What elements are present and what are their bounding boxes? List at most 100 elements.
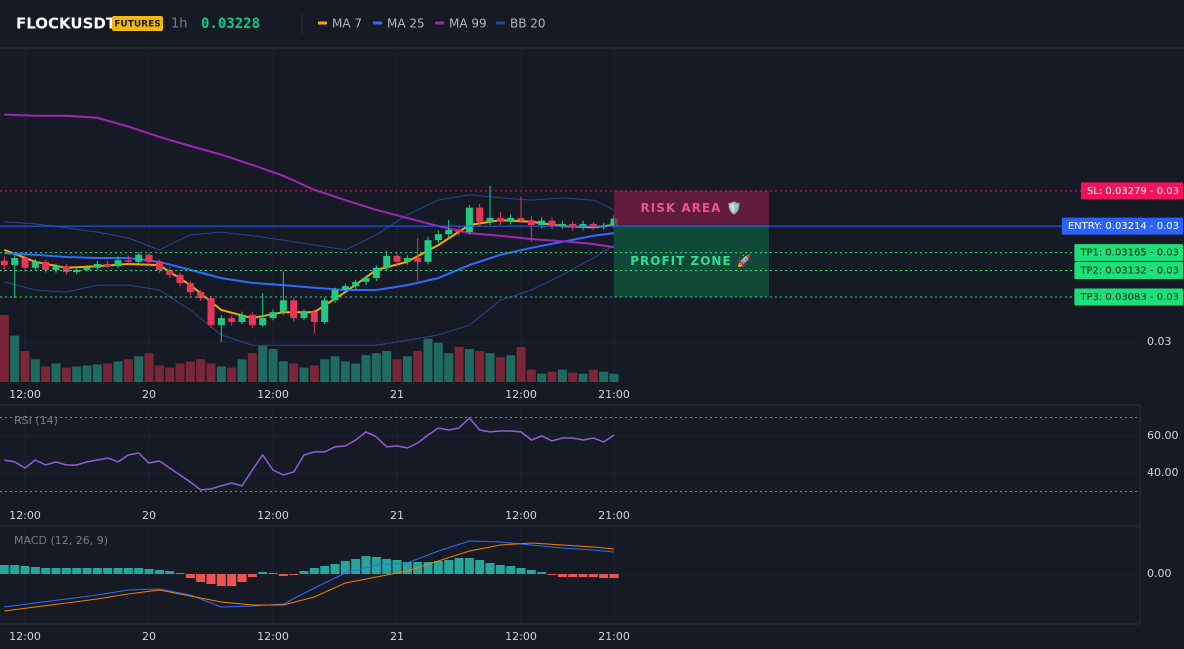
volume-bar [165, 367, 175, 382]
histogram-bar [92, 568, 102, 574]
histogram-bar [340, 561, 350, 574]
histogram-bar [299, 571, 309, 574]
histogram-bar [268, 573, 278, 574]
histogram-bar [557, 574, 567, 577]
x-tick-label: 21:00 [598, 630, 630, 643]
volume-bar [61, 367, 71, 382]
histogram-bar [196, 574, 206, 582]
candle-body [186, 282, 194, 293]
histogram-bar [227, 574, 237, 586]
volume-bar [237, 359, 247, 382]
moving-average [4, 232, 615, 291]
candle-body [279, 300, 287, 313]
candle-body [362, 278, 370, 282]
candle-body [135, 254, 143, 262]
histogram-bar [309, 568, 319, 574]
candle-body [104, 263, 112, 267]
volume-bar [299, 367, 309, 382]
volume-bar [516, 346, 526, 382]
candle-body [145, 254, 153, 262]
histogram-bar [464, 558, 474, 574]
histogram-bar [144, 569, 154, 574]
candle-body [124, 260, 132, 262]
histogram-bar [495, 565, 505, 574]
badge-bg [112, 16, 163, 31]
candle-body [238, 314, 246, 322]
volume-bar [258, 345, 268, 382]
histogram-bar [485, 563, 495, 574]
candle-body [331, 289, 339, 301]
volume-bar [30, 359, 40, 382]
volume-bar [41, 366, 51, 382]
volume-bar [402, 356, 412, 382]
volume-bar [72, 366, 82, 382]
volume-bar [475, 351, 485, 382]
candle-body [62, 266, 70, 273]
histogram-bar [609, 574, 619, 578]
histogram-bar [237, 574, 247, 582]
volume-bar [547, 371, 557, 382]
histogram-bar [247, 574, 257, 577]
volume-bar [464, 349, 474, 382]
level-label-bg [1074, 261, 1183, 279]
histogram-bar [526, 570, 536, 574]
level-label-bg [1074, 288, 1183, 306]
histogram-bar [578, 574, 588, 577]
histogram-bar [10, 565, 20, 574]
volume-bar [340, 361, 350, 382]
zone [614, 190, 770, 227]
level-label: TP1: 0.03165 - 0.03 [1079, 248, 1179, 259]
histogram-bar [330, 564, 340, 574]
candle-body [11, 258, 19, 266]
histogram-bar [41, 568, 51, 574]
histogram-bar [361, 556, 371, 574]
volume-bar [196, 359, 206, 382]
candle-body [424, 240, 432, 262]
volume-bar [413, 351, 423, 382]
level-label-bg [1074, 244, 1183, 262]
volume-bar [423, 338, 433, 382]
histogram-bar [165, 571, 175, 574]
volume-bar [371, 353, 381, 382]
histogram-bar [454, 558, 464, 574]
macd-line [4, 542, 615, 612]
histogram-bar [82, 568, 92, 574]
candle-body [434, 234, 442, 241]
y-tick-label: 0.03 [1147, 335, 1172, 348]
x-tick-label: 20 [142, 509, 156, 522]
volume-bar [175, 363, 185, 382]
histogram-bar [289, 574, 299, 575]
volume-bar [268, 349, 278, 382]
volume-bar [247, 353, 257, 382]
legend-label: MA 7 [332, 17, 362, 31]
histogram-bar [568, 574, 578, 577]
histogram-bar [154, 570, 164, 574]
volume-bar [588, 369, 598, 382]
candle-body [166, 269, 174, 275]
volume-bar [382, 351, 392, 382]
candle-body [21, 258, 29, 268]
volume-bar [10, 335, 20, 382]
candle-body [52, 266, 60, 270]
candle-body [228, 318, 236, 322]
volume-bar [599, 371, 609, 382]
candle-body [341, 286, 349, 290]
bollinger-band [4, 244, 615, 346]
candle-body [600, 226, 608, 228]
volume-bar [433, 342, 443, 382]
volume-bar [330, 356, 340, 382]
candle-body [83, 267, 91, 270]
candle-body [290, 300, 298, 319]
candle-body [207, 298, 215, 326]
volume-bar [454, 346, 464, 382]
histogram-bar [547, 574, 557, 575]
histogram-bar [206, 574, 216, 584]
x-tick-label: 20 [142, 630, 156, 643]
volume-bar [144, 353, 154, 382]
candle-body [558, 223, 566, 227]
zone-label: RISK AREA 🛡️ [641, 201, 743, 215]
candle-body [589, 223, 597, 228]
candle-body [31, 261, 39, 268]
volume-bar [206, 363, 216, 382]
